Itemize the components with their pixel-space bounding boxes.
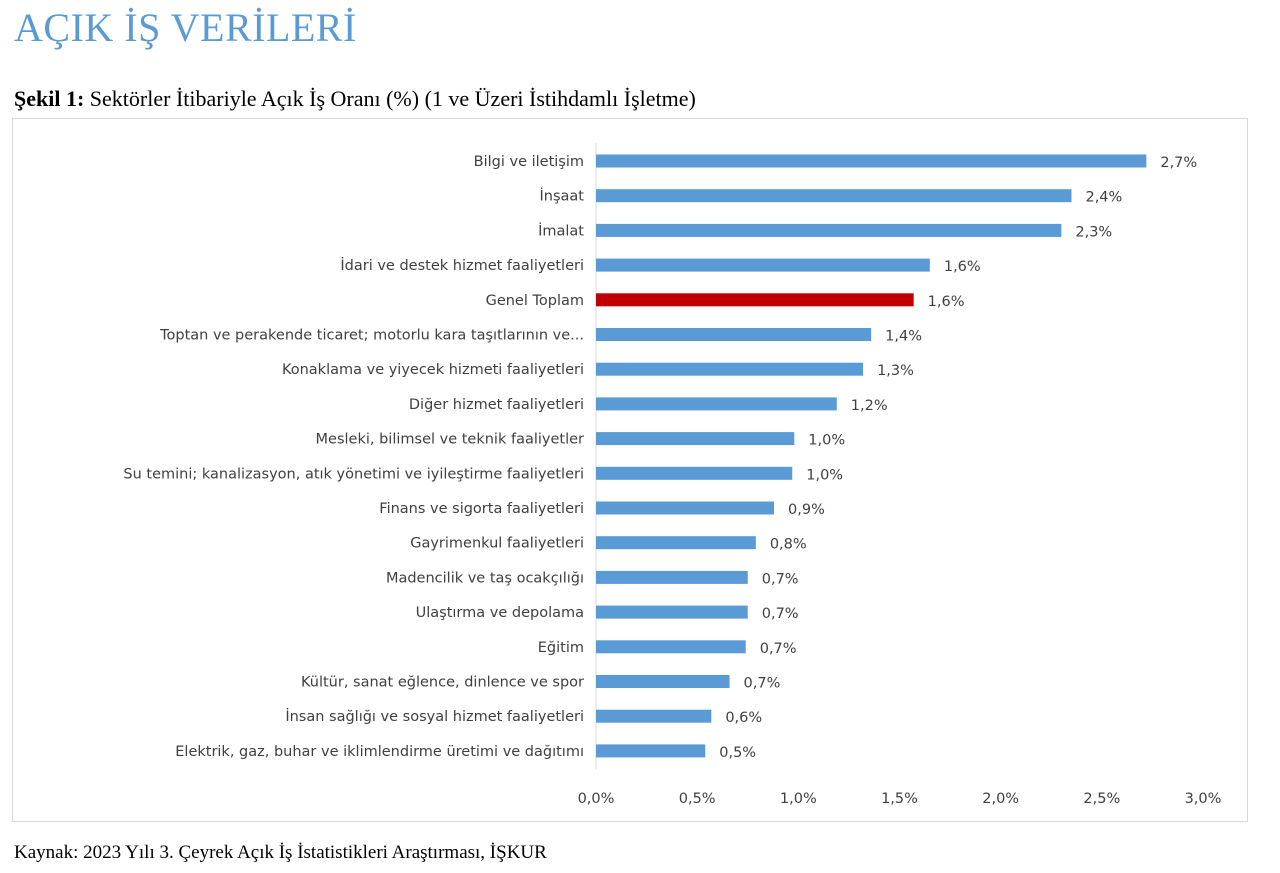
bar — [596, 189, 1072, 203]
category-label: Su temini; kanalizasyon, atık yönetimi v… — [123, 466, 584, 482]
category-label: Finans ve sigorta faaliyetleri — [379, 501, 584, 517]
category-label: Toptan ve perakende ticaret; motorlu kar… — [159, 328, 584, 344]
figure-caption: Şekil 1: Sektörler İtibariyle Açık İş Or… — [14, 86, 696, 112]
bar — [596, 154, 1147, 168]
bar — [596, 675, 730, 688]
data-label: 0,9% — [788, 502, 825, 518]
x-tick-label: 1,0% — [780, 791, 817, 807]
data-label: 1,6% — [944, 259, 981, 275]
data-label: 2,7% — [1160, 155, 1197, 171]
category-label: Genel Toplam — [486, 293, 584, 309]
data-label: 1,3% — [877, 363, 914, 379]
category-label: Ulaştırma ve depolama — [416, 605, 584, 621]
category-label: Gayrimenkul faaliyetleri — [410, 536, 584, 552]
category-label: Diğer hizmet faaliyetleri — [409, 397, 584, 413]
bar — [596, 570, 748, 584]
category-label: İmalat — [538, 221, 584, 239]
source-note: Kaynak: 2023 Yılı 3. Çeyrek Açık İş İsta… — [14, 842, 547, 863]
bar — [596, 536, 756, 550]
data-label: 1,2% — [851, 398, 888, 414]
bar-chart: Bilgi ve iletişim 2,7% İnşaat 2,4% İmalat 2,3… — [123, 143, 1222, 807]
data-label: 0,7% — [762, 571, 799, 587]
data-label: 1,6% — [928, 294, 965, 310]
data-label: 1,0% — [808, 433, 845, 449]
bar — [596, 223, 1062, 237]
category-label: Elektrik, gaz, buhar ve iklimlendirme ür… — [175, 744, 584, 760]
data-label: 0,7% — [744, 676, 781, 692]
data-label: 1,0% — [806, 467, 843, 483]
bar — [596, 258, 930, 272]
data-label: 2,3% — [1075, 224, 1112, 240]
highlight-bar — [596, 293, 914, 307]
figure-caption-label: Şekil 1: — [14, 86, 85, 111]
bar — [596, 744, 706, 758]
x-tick-label: 3,0% — [1185, 791, 1222, 807]
bar — [596, 501, 775, 515]
data-label: 1,4% — [885, 329, 922, 345]
category-label: Konaklama ve yiyecek hizmeti faaliyetler… — [282, 362, 584, 378]
bar — [596, 605, 748, 619]
x-tick-label: 2,5% — [1083, 791, 1120, 807]
data-label: 0,8% — [770, 537, 807, 553]
bar — [596, 640, 746, 654]
bar — [596, 328, 872, 341]
chart-frame: Bilgi ve iletişim 2,7% İnşaat 2,4% İmalat 2,3… — [12, 118, 1248, 822]
category-label: Mesleki, bilimsel ve teknik faaliyetler — [316, 432, 585, 448]
data-label: 0,5% — [719, 745, 756, 761]
figure-caption-text: Sektörler İtibariyle Açık İş Oranı (%) (… — [84, 86, 696, 111]
bar — [596, 466, 793, 480]
x-tick-label: 0,0% — [578, 791, 615, 807]
bar — [596, 709, 712, 723]
x-tick-label: 2,0% — [982, 791, 1019, 807]
category-label: İnşaat — [540, 187, 585, 205]
data-label: 2,4% — [1085, 190, 1122, 206]
x-tick-label: 1,5% — [881, 791, 918, 807]
category-label: İdari ve destek hizmet faaliyetleri — [340, 256, 584, 274]
data-label: 0,6% — [725, 710, 762, 726]
category-label: Kültür, sanat eğlence, dinlence ve spor — [301, 675, 584, 691]
category-label: Eğitim — [538, 640, 584, 656]
bar — [596, 362, 864, 376]
x-tick-label: 0,5% — [679, 791, 716, 807]
data-label: 0,7% — [762, 606, 799, 622]
data-label: 0,7% — [760, 641, 797, 657]
page-heading: AÇIK İŞ VERİLERİ — [14, 5, 357, 50]
bar — [596, 397, 837, 411]
bar — [596, 432, 795, 446]
category-label: Bilgi ve iletişim — [474, 154, 584, 170]
category-label: İnsan sağlığı ve sosyal hizmet faaliyetl… — [285, 707, 584, 725]
category-label: Madencilik ve taş ocakçılığı — [386, 570, 584, 586]
